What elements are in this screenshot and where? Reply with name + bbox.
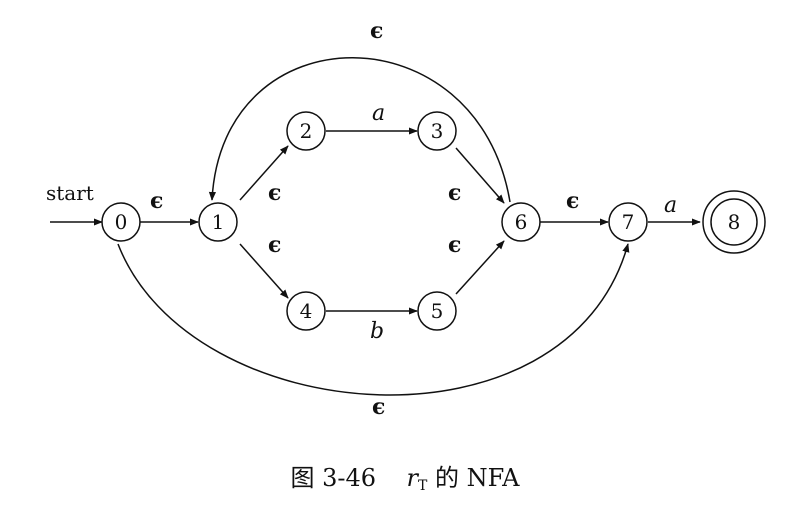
label-3-6: ϵ [448, 180, 461, 206]
figure-caption: 图 3-46 rT 的 NFA [0, 458, 810, 494]
edge-1-2 [239, 145, 289, 201]
state-4-label: 4 [300, 299, 313, 323]
state-7: 7 [608, 202, 648, 242]
label-1-2: ϵ [268, 180, 281, 206]
edge-6-1 [208, 57, 511, 203]
state-4: 4 [286, 291, 326, 331]
edge-3-6 [455, 147, 505, 204]
label-1-4: ϵ [268, 232, 281, 258]
state-0-label: 0 [115, 210, 128, 234]
edges [117, 57, 701, 396]
state-3-label: 3 [431, 119, 444, 143]
state-0: 0 [101, 202, 141, 242]
caption-suffix: 的 NFA [427, 464, 520, 492]
caption-prefix: 图 3-46 [290, 464, 377, 492]
caption-var: r [406, 464, 419, 492]
transition-labels: ϵ ϵ ϵ a b ϵ ϵ ϵ ϵ ϵ a [150, 18, 677, 420]
state-8-accepting: 8 [702, 190, 766, 254]
start-label: start [46, 181, 94, 205]
edge-0-7 [117, 243, 630, 396]
label-2-3: a [372, 101, 385, 126]
state-3: 3 [417, 111, 457, 151]
state-6-label: 6 [515, 210, 528, 234]
label-0-7: ϵ [372, 394, 385, 420]
edge-5-6 [455, 240, 505, 295]
state-1: 1 [198, 202, 238, 242]
label-6-1: ϵ [370, 18, 383, 44]
state-2: 2 [286, 111, 326, 151]
start-arrow: start [46, 181, 103, 226]
state-5: 5 [417, 291, 457, 331]
state-2-label: 2 [300, 119, 313, 143]
edge-1-4 [239, 243, 289, 299]
label-0-1: ϵ [150, 188, 163, 214]
label-5-6: ϵ [448, 232, 461, 258]
state-6: 6 [501, 202, 541, 242]
states: 0 1 2 3 4 5 6 7 [101, 111, 766, 331]
caption-sub: T [418, 478, 428, 494]
label-4-5: b [370, 319, 384, 344]
state-7-label: 7 [622, 210, 635, 234]
label-7-8: a [664, 193, 677, 218]
state-5-label: 5 [431, 299, 444, 323]
state-1-label: 1 [212, 210, 225, 234]
state-8-label: 8 [728, 210, 741, 234]
label-6-7: ϵ [566, 188, 579, 214]
